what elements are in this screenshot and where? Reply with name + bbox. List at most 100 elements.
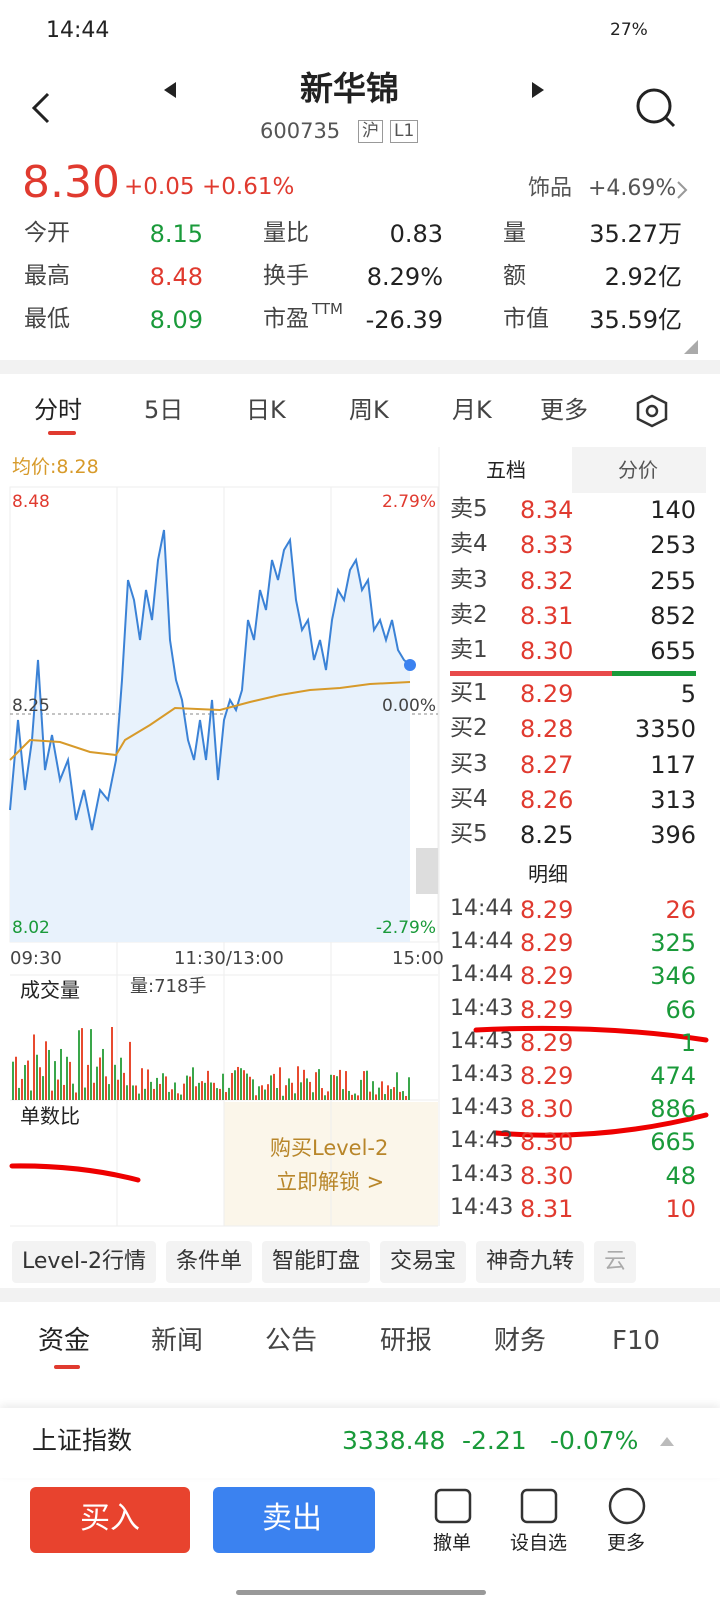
action[interactable]: 设自选 xyxy=(510,1532,568,1554)
sector: 饰品 xyxy=(528,176,573,201)
volume-bar xyxy=(225,1092,227,1100)
trade-volume: 346 xyxy=(650,962,696,991)
trade-price: 8.30 xyxy=(520,1161,574,1190)
trade-time: 14:43 xyxy=(450,1128,514,1154)
volume-bar xyxy=(345,1071,347,1100)
tool-chip[interactable]: 神奇九转 xyxy=(476,1241,585,1283)
news-tab[interactable]: 公告 xyxy=(265,1326,318,1356)
volume-bar xyxy=(390,1089,392,1100)
tab[interactable]: 5日 xyxy=(144,396,184,424)
bids-price: 8.26 xyxy=(520,785,574,814)
action[interactable]: 撤单 xyxy=(433,1532,472,1554)
trade-volume: 66 xyxy=(665,995,696,1024)
tab[interactable]: 更多 xyxy=(540,396,588,424)
news-tab[interactable]: 资金 xyxy=(38,1326,91,1356)
promo[interactable]: 购买Level-2 xyxy=(270,1136,389,1160)
ask-bar xyxy=(450,671,612,676)
asks-volume: 253 xyxy=(650,531,696,560)
volume-bar xyxy=(114,1064,116,1100)
tool-chip[interactable]: 智能盯盘 xyxy=(262,1241,371,1283)
trade-time: 14:43 xyxy=(450,1062,514,1087)
ob-tab[interactable]: 五档 xyxy=(486,458,526,482)
volume-bar xyxy=(261,1085,263,1100)
trade-time: 14:43 xyxy=(450,1194,514,1220)
volume-bar xyxy=(339,1069,341,1100)
volume-bar xyxy=(267,1084,269,1100)
asks-volume: 852 xyxy=(650,601,696,630)
buy-text[interactable]: 买入 xyxy=(80,1501,140,1536)
promo[interactable]: 立即解锁 > xyxy=(276,1170,385,1194)
search-icon[interactable] xyxy=(636,88,672,124)
bids-price: 8.27 xyxy=(520,750,574,779)
sell-text[interactable]: 卖出 xyxy=(262,1501,322,1536)
volume-bar xyxy=(36,1054,38,1100)
volume-bar xyxy=(123,1072,125,1100)
asks-label: 卖1 xyxy=(450,637,488,664)
back-icon[interactable] xyxy=(31,92,50,124)
stat-label: 换手 xyxy=(263,263,309,289)
volume-bar xyxy=(291,1082,293,1100)
volume-bar xyxy=(294,1093,296,1100)
volume-bar xyxy=(75,1092,77,1100)
action[interactable]: 更多 xyxy=(607,1532,646,1554)
buy-button[interactable] xyxy=(30,1487,190,1553)
volume-bar xyxy=(111,1027,113,1100)
news-tab[interactable]: 财务 xyxy=(494,1326,547,1356)
volume-bar xyxy=(312,1092,314,1100)
tab[interactable]: 日K xyxy=(246,396,286,424)
price-line xyxy=(9,529,411,831)
volume-bar xyxy=(105,1076,107,1100)
volume-bar xyxy=(207,1070,209,1100)
next-icon[interactable] xyxy=(532,82,544,98)
trade-volume: 474 xyxy=(650,1062,696,1090)
volume-bar xyxy=(369,1091,371,1100)
asks-price: 8.33 xyxy=(520,531,574,560)
sell-button[interactable] xyxy=(213,1487,375,1553)
tool-chip[interactable]: 条件单 xyxy=(166,1241,253,1283)
settings-icon[interactable] xyxy=(636,394,668,428)
trade-price: 8.29 xyxy=(520,962,574,991)
asks-price: 8.30 xyxy=(520,637,574,666)
volume-bar xyxy=(282,1095,284,1100)
volume-bar xyxy=(255,1095,257,1100)
bids-price: 8.28 xyxy=(520,715,574,744)
collapse-tab[interactable] xyxy=(416,848,438,894)
stat-label: 量 xyxy=(503,220,526,246)
tab[interactable]: 月K xyxy=(452,396,492,424)
volume-bar xyxy=(270,1075,272,1100)
tool-chip[interactable]: 云 xyxy=(594,1241,637,1283)
stat-value: 35.59亿 xyxy=(589,306,682,334)
prev-icon[interactable] xyxy=(164,82,176,98)
tool-chip[interactable]: 交易宝 xyxy=(380,1241,467,1283)
news-tab[interactable]: F10 xyxy=(612,1326,661,1356)
annotation xyxy=(9,1163,141,1183)
volume-bar xyxy=(150,1081,152,1100)
trade-volume: 886 xyxy=(650,1095,696,1124)
tool-chip[interactable]: Level-2行情 xyxy=(12,1241,157,1283)
time-label: 11:30/13:00 xyxy=(174,948,284,969)
annotation xyxy=(473,1025,709,1043)
news-tab[interactable]: 研报 xyxy=(380,1326,433,1356)
news-tab[interactable]: 新闻 xyxy=(151,1326,204,1356)
volume-bar xyxy=(159,1083,161,1100)
index-card xyxy=(0,1408,720,1478)
news-underline xyxy=(54,1365,80,1369)
volume-label[interactable]: 成交量 xyxy=(20,978,80,1002)
volume-bar xyxy=(252,1079,254,1100)
detail-header[interactable]: 明细 xyxy=(528,862,568,886)
tab[interactable]: 分时 xyxy=(34,396,82,424)
tab[interactable]: 周K xyxy=(349,396,389,424)
ratio-label[interactable]: 单数比 xyxy=(20,1104,80,1128)
last-dot xyxy=(404,659,416,671)
volume-bar xyxy=(192,1067,194,1100)
volume-bar xyxy=(315,1072,317,1100)
trade-volume: 1 xyxy=(680,1028,696,1057)
time-label: 09:30 xyxy=(10,948,62,969)
volume-bar xyxy=(12,1061,14,1100)
bids-label: 买5 xyxy=(450,821,488,848)
stock-code: 600735 xyxy=(260,119,341,143)
volume-bar xyxy=(375,1094,377,1100)
volume-text: 量:718手 xyxy=(130,976,207,997)
ob-tab[interactable]: 分价 xyxy=(618,458,658,482)
